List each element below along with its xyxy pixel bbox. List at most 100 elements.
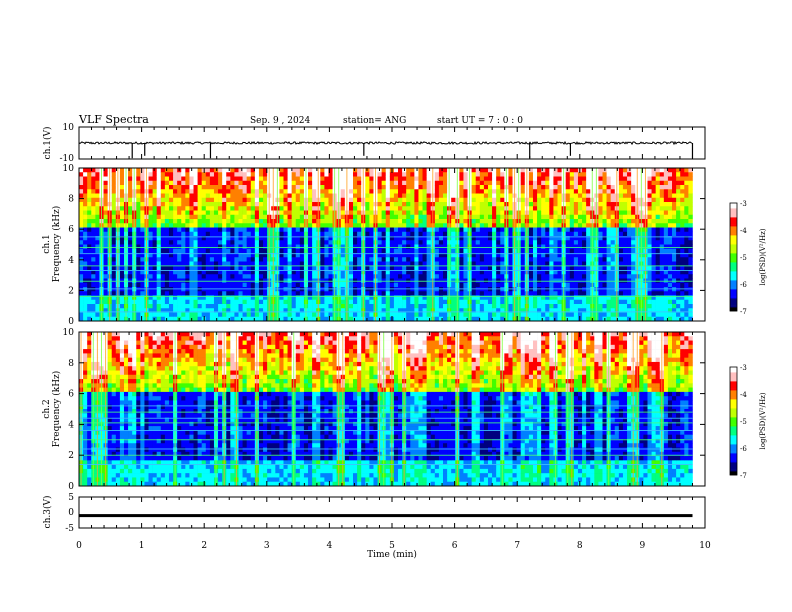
spectrogram-cell: [95, 253, 100, 258]
spectrogram-cell: [508, 253, 513, 258]
spectrogram-cell: [279, 185, 284, 190]
spectrogram-cell: [541, 270, 546, 275]
spectrogram-cell: [443, 274, 448, 279]
spectrogram-cell: [258, 206, 264, 211]
spectrogram-cell: [602, 176, 607, 182]
panel-ch1-waveform: 10 -10 ch.1(V): [42, 123, 706, 164]
spectrogram-cell: [209, 202, 215, 207]
spectrogram-cell: [103, 244, 108, 250]
spectrogram-cell: [422, 248, 427, 254]
spectrogram-cell: [365, 257, 370, 262]
spectrogram-cell: [569, 312, 575, 318]
spectrogram-cell: [201, 180, 207, 186]
spectrogram-cell: [83, 253, 88, 258]
spectrogram-cell: [87, 172, 92, 177]
spectrogram-cell: [324, 282, 329, 288]
spectrogram-cell: [103, 248, 108, 254]
spectrogram-cell: [463, 270, 468, 275]
spectrogram-cell: [83, 261, 88, 267]
spectrogram-cell: [393, 282, 399, 288]
spectrogram-cell: [295, 299, 301, 305]
spectrogram-cell: [582, 257, 587, 262]
spectrogram-cell: [185, 265, 190, 271]
spectrogram-cell: [213, 316, 219, 322]
spectrogram-cell: [443, 227, 448, 233]
spectrogram-cell: [618, 308, 624, 313]
spectrogram-cell: [189, 176, 194, 182]
spectrogram-cell: [569, 168, 575, 173]
spectrogram-cell: [492, 295, 497, 301]
spectrogram-cell: [389, 219, 395, 224]
spectrogram-cell: [520, 312, 526, 318]
spectrogram-cell: [565, 253, 571, 258]
spectrogram-cell: [602, 304, 607, 309]
spectrogram-cell: [541, 257, 546, 262]
spectrogram-cell: [610, 282, 616, 288]
spectrogram-cell: [545, 180, 550, 186]
spectrogram-cell: [291, 261, 297, 267]
spectrogram-cell: [483, 193, 489, 199]
spectrogram-cell: [508, 248, 513, 254]
spectrogram-cell: [348, 257, 354, 262]
spectrogram-cell: [213, 253, 219, 258]
spectrogram-cell: [393, 189, 399, 194]
spectrogram-cell: [258, 299, 264, 305]
spectrogram-cell: [226, 308, 231, 313]
spectrogram-cell: [222, 253, 227, 258]
spectrogram-cell: [438, 291, 444, 296]
spectrogram-cell: [602, 257, 607, 262]
spectrogram-cell: [279, 197, 284, 203]
spectrogram-cell: [365, 189, 370, 194]
spectrogram-cell: [238, 219, 243, 224]
spectrogram-cell: [492, 244, 497, 250]
spectrogram-cell: [320, 308, 325, 313]
spectrogram-cell: [177, 172, 182, 177]
spectrogram-cell: [246, 248, 252, 254]
spectrogram-cell: [140, 185, 145, 190]
spectrogram-cell: [87, 244, 92, 250]
spectrogram-cell: [164, 308, 170, 313]
spectrogram-cell: [508, 274, 513, 279]
spectrogram-cell: [324, 206, 329, 211]
spectrogram-cell: [627, 193, 632, 199]
spectrogram-cell: [582, 202, 587, 207]
spectrogram-cell: [610, 176, 616, 182]
spectrogram-cell: [443, 176, 448, 182]
spectrogram-cell: [230, 176, 235, 182]
spectrogram-cell: [173, 197, 178, 203]
spectrogram-cell: [500, 308, 505, 313]
spectrogram-cell: [532, 274, 538, 279]
spectrogram-cell: [398, 316, 403, 322]
spectrogram-cell: [258, 197, 264, 203]
spectrogram-cell: [152, 168, 158, 173]
spectrogram-cell: [128, 240, 133, 245]
spectrogram-cell: [299, 253, 305, 258]
spectrogram-cell: [328, 185, 333, 190]
spectrogram-cell: [299, 210, 305, 216]
spectrogram-cell: [148, 189, 153, 194]
spectrogram-cell: [483, 274, 489, 279]
spectrogram-cell: [185, 206, 190, 211]
spectrogram-cell: [189, 210, 194, 216]
spectrogram-cell: [328, 304, 333, 309]
spectrogram-cell: [250, 206, 256, 211]
spectrogram-cell: [426, 282, 432, 288]
spectrogram-cell: [553, 274, 558, 279]
spectrogram-cell: [209, 257, 215, 262]
spectrogram-cell: [557, 316, 562, 322]
spectrogram-cell: [598, 295, 603, 301]
spectrogram-cell: [565, 308, 571, 313]
spectrogram-cell: [545, 257, 550, 262]
spectrogram-cell: [164, 231, 170, 237]
spectrogram-cell: [406, 304, 411, 309]
spectrogram-cell: [287, 231, 292, 237]
spectrogram-cell: [148, 248, 153, 254]
spectrogram-cell: [365, 206, 370, 211]
spectrogram-cell: [168, 185, 174, 190]
spectrogram-cell: [438, 214, 444, 220]
spectrogram-cell: [324, 180, 329, 186]
spectrogram-cell: [83, 308, 88, 313]
spectrogram-cell: [312, 206, 317, 211]
spectrogram-cell: [475, 236, 481, 241]
spectrogram-cell: [627, 261, 632, 267]
